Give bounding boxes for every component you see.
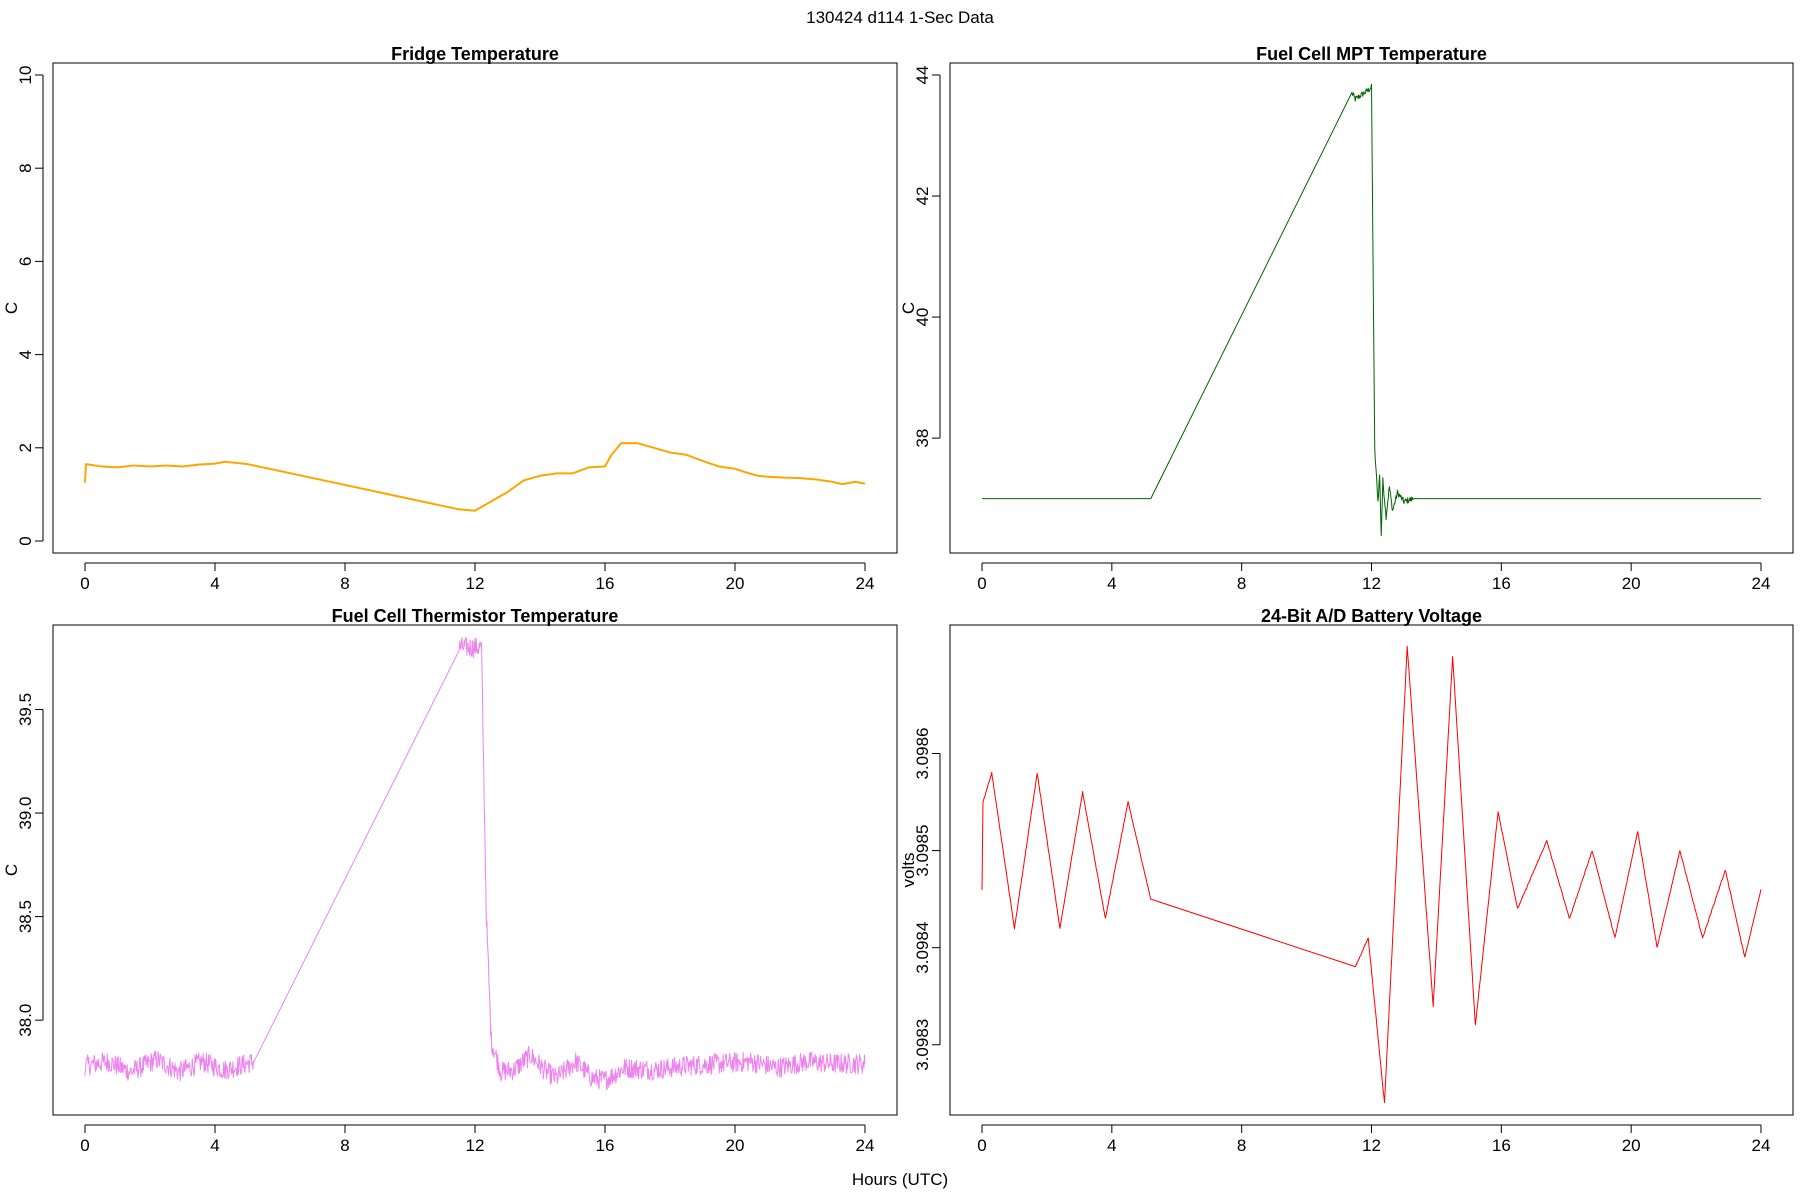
panel-title: Fuel Cell Thermistor Temperature <box>332 606 619 626</box>
panel-title: Fuel Cell MPT Temperature <box>1256 44 1487 64</box>
x-tick-label: 16 <box>596 574 615 593</box>
x-tick-label: 12 <box>1362 574 1381 593</box>
plot-frame <box>52 62 898 554</box>
y-tick-label: 3.0983 <box>913 1019 932 1071</box>
x-tick-label: 4 <box>1107 574 1116 593</box>
data-series-line <box>84 637 866 1090</box>
x-tick-label: 0 <box>977 574 986 593</box>
y-tick-label: 4 <box>16 350 35 359</box>
fuel-cell-mpt-temperature-panel: Fuel Cell MPT Temperature C 0 4 8 12 16 20 24 38 4… <box>899 44 1794 593</box>
plot-frame <box>949 62 1794 554</box>
y-axis-label: volts <box>899 853 918 888</box>
y-tick-label: 10 <box>16 66 35 85</box>
y-tick-label: 3.0985 <box>913 825 932 877</box>
y-tick-label: 38 <box>913 429 932 448</box>
x-tick-label: 8 <box>340 574 349 593</box>
y-tick-label: 39.5 <box>16 693 35 726</box>
x-tick-label: 8 <box>340 1136 349 1155</box>
x-tick-label: 8 <box>1237 1136 1246 1155</box>
data-series-line <box>981 645 1762 1104</box>
battery-voltage-panel: 24-Bit A/D Battery Voltage volts 0 4 8 12 16 20… <box>899 606 1794 1155</box>
x-tick-label: 0 <box>80 574 89 593</box>
x-tick-label: 12 <box>466 574 485 593</box>
y-tick-label: 38.5 <box>16 900 35 933</box>
x-tick-label: 24 <box>856 574 875 593</box>
x-axis-label: Hours (UTC) <box>852 1170 948 1189</box>
y-tick-label: 8 <box>16 163 35 172</box>
data-series-line <box>982 83 1761 537</box>
y-tick-label: 40 <box>913 308 932 327</box>
x-tick-label: 24 <box>1752 574 1771 593</box>
figure-title: 130424 d114 1-Sec Data <box>806 8 994 27</box>
x-tick-label: 24 <box>1752 1136 1771 1155</box>
y-tick-label: 3.0984 <box>913 922 932 974</box>
x-tick-label: 4 <box>1107 1136 1116 1155</box>
x-tick-label: 16 <box>1492 1136 1511 1155</box>
x-tick-label: 24 <box>856 1136 875 1155</box>
panel-title: 24-Bit A/D Battery Voltage <box>1261 606 1482 626</box>
plot-frame <box>52 624 898 1116</box>
x-tick-label: 0 <box>80 1136 89 1155</box>
fuel-cell-thermistor-temperature-panel: Fuel Cell Thermistor Temperature C 0 4 8 12 16… <box>2 606 898 1155</box>
panel-title: Fridge Temperature <box>391 44 559 64</box>
y-tick-label: 2 <box>16 443 35 452</box>
x-tick-label: 8 <box>1237 574 1246 593</box>
x-tick-label: 16 <box>1492 574 1511 593</box>
y-tick-label: 44 <box>913 66 932 85</box>
plot-frame <box>949 624 1794 1116</box>
x-tick-label: 4 <box>210 574 219 593</box>
y-axis-label: C <box>899 302 918 314</box>
y-tick-label: 38.0 <box>16 1004 35 1037</box>
y-tick-label: 0 <box>16 536 35 545</box>
x-tick-label: 4 <box>210 1136 219 1155</box>
x-tick-label: 12 <box>466 1136 485 1155</box>
x-tick-label: 0 <box>977 1136 986 1155</box>
y-axis-label: C <box>2 864 21 876</box>
y-tick-label: 42 <box>913 187 932 206</box>
x-tick-label: 16 <box>596 1136 615 1155</box>
x-tick-label: 12 <box>1362 1136 1381 1155</box>
x-tick-label: 20 <box>726 1136 745 1155</box>
y-tick-label: 39.0 <box>16 796 35 829</box>
x-tick-label: 20 <box>726 574 745 593</box>
x-tick-label: 20 <box>1622 1136 1641 1155</box>
y-axis-label: C <box>2 302 21 314</box>
data-series-line <box>84 442 866 512</box>
x-tick-label: 20 <box>1622 574 1641 593</box>
y-tick-label: 3.0986 <box>913 728 932 780</box>
y-tick-label: 6 <box>16 257 35 266</box>
